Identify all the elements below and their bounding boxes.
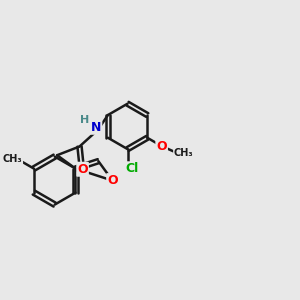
Text: Cl: Cl xyxy=(125,162,139,175)
Text: H: H xyxy=(80,115,89,125)
Text: CH₃: CH₃ xyxy=(174,148,194,158)
Text: O: O xyxy=(107,174,118,187)
Text: O: O xyxy=(77,163,88,176)
Text: N: N xyxy=(91,121,101,134)
Text: CH₃: CH₃ xyxy=(3,154,22,164)
Text: O: O xyxy=(156,140,167,153)
